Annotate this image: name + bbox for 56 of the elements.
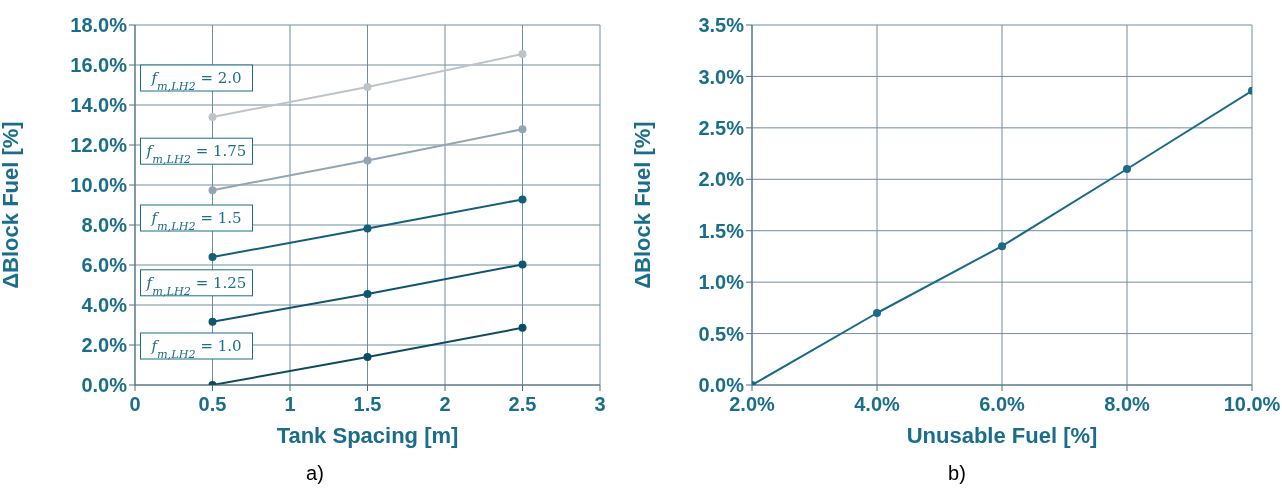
x-axis-title: Unusable Fuel [%] — [906, 423, 1098, 448]
y-tick-label: 4.0% — [81, 294, 128, 317]
x-tick-label: 3 — [594, 393, 606, 416]
y-tick-label: 12.0% — [70, 134, 128, 157]
y-tick-label: 3.5% — [698, 14, 745, 37]
x-tick-label: 4.0% — [854, 393, 901, 416]
x-tick-label: 2 — [439, 393, 451, 416]
y-tick-label: 1.5% — [698, 219, 745, 242]
x-tick-label: 1 — [284, 393, 296, 416]
point — [208, 253, 217, 261]
point — [363, 83, 372, 91]
point — [518, 323, 527, 332]
y-tick-label: 14.0% — [70, 94, 128, 117]
text: b) — [947, 462, 967, 485]
x-axis-title: Tank Spacing [m] — [276, 423, 459, 448]
point — [518, 260, 527, 269]
x-tick-label: 0.5 — [198, 393, 227, 416]
y-tick-label: 16.0% — [70, 54, 128, 77]
y-axis-title: ΔBlock Fuel [%] — [629, 121, 655, 289]
x-tick-label: 8.0% — [1104, 393, 1151, 416]
point — [208, 113, 217, 121]
y-tick-label: 18.0% — [70, 14, 128, 37]
text: a) — [305, 462, 325, 485]
point — [518, 50, 527, 58]
point — [873, 309, 881, 317]
y-tick-label: 2.5% — [698, 116, 745, 139]
point — [363, 353, 372, 361]
x-tick-label: 2.5 — [508, 393, 537, 416]
y-tick-label: 3.0% — [698, 65, 745, 88]
point — [363, 290, 372, 298]
point — [208, 317, 217, 326]
y-tick-label: 0.5% — [698, 322, 745, 345]
y-tick-label: 1.0% — [698, 271, 745, 294]
y-tick-label: 10.0% — [70, 174, 128, 197]
x-tick-label: 0 — [129, 393, 141, 416]
y-tick-label: 2.0% — [698, 168, 745, 191]
series-label: f$_{m,LH2}$ = 1.5 — [150, 209, 242, 233]
point — [363, 156, 372, 165]
point — [998, 242, 1006, 251]
y-tick-label: 6.0% — [81, 254, 128, 277]
y-axis-title: ΔBlock Fuel [%] — [0, 121, 23, 289]
point — [363, 224, 372, 233]
point — [518, 125, 527, 134]
x-tick-label: 6.0% — [979, 393, 1026, 416]
series-label: f$_{m,LH2}$ = 2.0 — [150, 69, 242, 93]
y-tick-label: 8.0% — [81, 214, 128, 237]
x-tick-label: 1.5 — [353, 393, 382, 416]
point — [1123, 165, 1131, 173]
series-label: f$_{m,LH2}$ = 1.25 — [145, 273, 247, 298]
series-label: f$_{m,LH2}$ = 1.0 — [150, 337, 242, 361]
x-tick-label: 10.0% — [1223, 393, 1281, 416]
series-label: f$_{m,LH2}$ = 1.75 — [145, 142, 247, 166]
point — [518, 195, 527, 204]
y-tick-label: 2.0% — [81, 334, 128, 357]
y-tick-label: 0.0% — [81, 374, 128, 397]
point — [208, 186, 217, 195]
